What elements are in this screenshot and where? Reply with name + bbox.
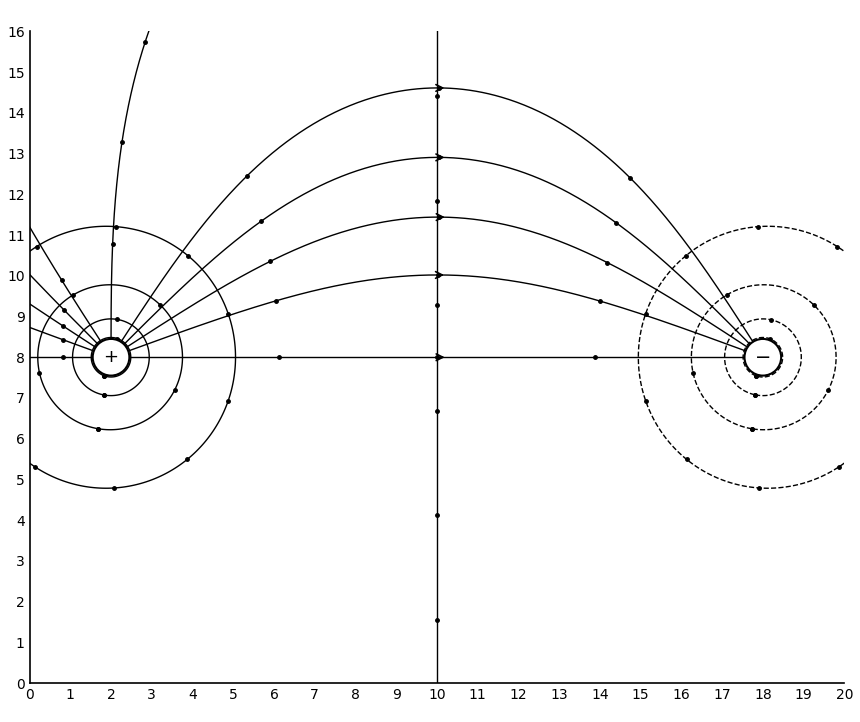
Point xyxy=(22,677,36,689)
Point xyxy=(22,677,36,689)
Point xyxy=(22,677,36,689)
Point xyxy=(22,677,36,689)
Point xyxy=(22,677,36,689)
Text: +: + xyxy=(103,348,119,366)
Point xyxy=(22,677,36,689)
Point xyxy=(22,677,36,689)
Circle shape xyxy=(93,339,129,375)
Point xyxy=(22,677,36,689)
Circle shape xyxy=(745,339,781,375)
Point xyxy=(22,677,36,689)
Text: −: − xyxy=(754,348,771,367)
Point xyxy=(22,677,36,689)
Point xyxy=(22,677,36,689)
